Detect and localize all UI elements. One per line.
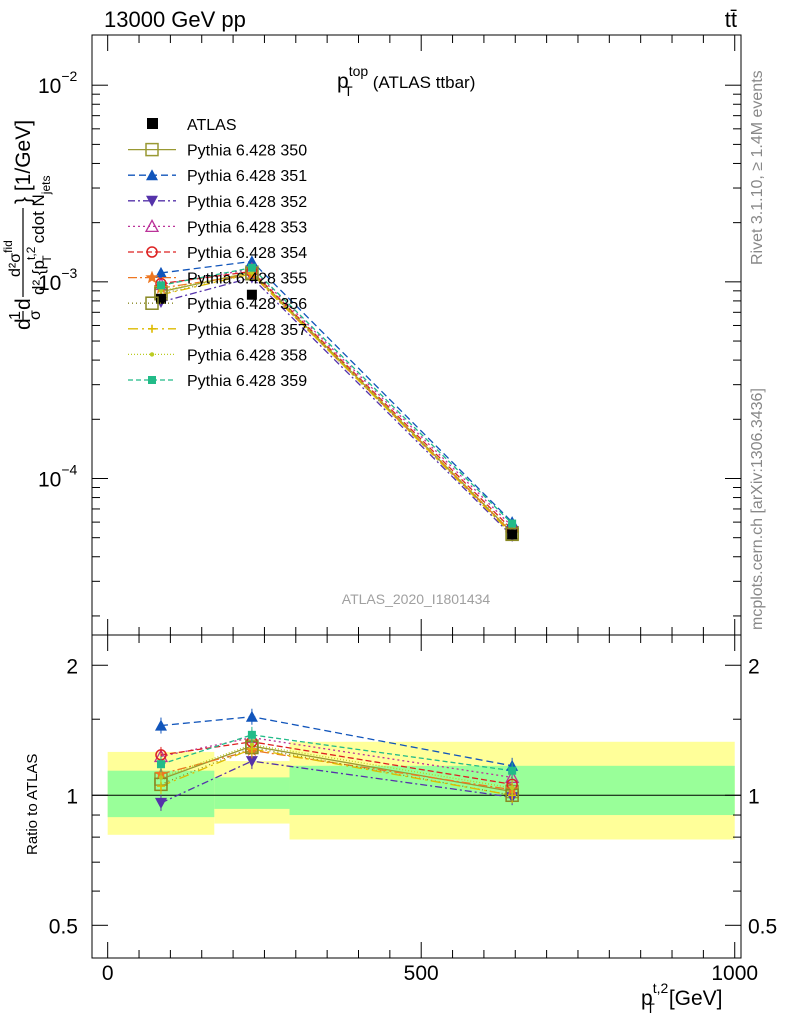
series-9-point-2: [508, 519, 517, 528]
ratio-ytick-label-left: 2: [66, 655, 78, 678]
xtick-label: 500: [404, 962, 439, 985]
ratio-line-7: [160, 748, 513, 796]
svg-text:σ: σ: [27, 310, 44, 320]
main-y-axis-label: d 1 σ d d²σfid d² {pt,2 Tcdot Njets } [1/…: [1, 120, 54, 330]
legend-marker-0: [145, 142, 159, 157]
series-line-8: [160, 271, 513, 532]
ratio-9-point-2: [508, 766, 517, 775]
ratio-ytick-label-right: 2: [748, 655, 760, 678]
legend-label-6: Pythia 6.428 356: [187, 296, 307, 313]
atlas-point-0: [155, 293, 166, 304]
series-1-point-0: [154, 266, 167, 278]
legend-marker-3: [144, 219, 160, 233]
ratio-8-point-1: [249, 742, 255, 747]
analysis-watermark: ATLAS_2020_I1801434: [342, 591, 491, 607]
legend-marker-9: [148, 376, 156, 384]
ratio-1-point-0: [154, 719, 167, 731]
ratio-series-markers: [153, 708, 520, 811]
ratio-8-point-2: [509, 785, 515, 791]
legend-label-7: Pythia 6.428 357: [187, 322, 307, 339]
legend-label-9: Pythia 6.428 359: [187, 373, 307, 390]
ratio-y-axis-label: Ratio to ATLAS: [24, 754, 41, 855]
ratio-2-point-0: [154, 797, 167, 809]
xtick-label: 1000: [711, 962, 758, 985]
atlas-data-points: [155, 289, 518, 540]
ratio-plot-frame: [91, 634, 742, 959]
band-inner-1: [214, 777, 290, 809]
legend-marker-1: [146, 169, 158, 181]
main-ytick-label: 10−2: [38, 68, 78, 98]
svg-text:} [1/GeV]: } [1/GeV]: [12, 120, 35, 204]
ratio-ytick-label-right: 1: [748, 785, 760, 808]
x-axis-label: pt,2 T [GeV]: [641, 980, 723, 1016]
ratio-ytick-label-left: 0.5: [49, 915, 78, 938]
ratio-9-point-0: [156, 760, 165, 769]
legend-label-3: Pythia 6.428 353: [187, 219, 307, 236]
ratio-ytick-label-left: 1: [66, 785, 78, 808]
ratio-9-point-1: [247, 730, 256, 739]
series-8-point-0: [158, 288, 164, 294]
legend-label-2: Pythia 6.428 352: [187, 194, 307, 211]
legend-label-8: Pythia 6.428 358: [187, 347, 307, 364]
legend-label-5: Pythia 6.428 355: [187, 271, 307, 288]
atlas-point-1: [246, 289, 257, 300]
legend-label-0: Pythia 6.428 350: [187, 143, 307, 160]
legend-marker-8: [149, 352, 155, 357]
main-ytick-label: 10−4: [38, 461, 78, 491]
svg-text:1: 1: [7, 311, 24, 320]
legend-marker-6: [145, 296, 159, 310]
series-9-point-1: [247, 263, 256, 272]
legend-marker-5: [145, 270, 159, 284]
rivet-side-label: Rivet 3.1.10, ≥ 1.4M events: [749, 70, 766, 265]
ratio-x-axis: 0 500 1000: [102, 635, 758, 985]
svg-text:d: d: [12, 298, 35, 310]
series-line-5: [160, 273, 513, 534]
legend-label-1: Pythia 6.428 351: [187, 168, 307, 185]
atlas-uncertainty-bands: [107, 741, 735, 840]
series-9-point-0: [156, 281, 165, 290]
legend: ATLAS Pythia 6.428 350 Pythia 6.428 351 Pyt…: [128, 117, 307, 390]
ratio-8-point-0: [158, 775, 164, 780]
ratio-2-point-1: [245, 756, 258, 768]
mcplots-side-label: mcplots.cern.ch [arXiv:1306.3436]: [749, 388, 766, 630]
atlas-point-2: [507, 529, 518, 540]
ratio-line-6: [160, 746, 513, 796]
legend-marker-7: [148, 324, 156, 333]
ratio-1-point-1: [245, 710, 258, 722]
header-right-label: tt̄: [725, 7, 737, 32]
chart-title: ptop T (ATLAS ttbar): [337, 63, 475, 99]
main-x-axis: [107, 35, 736, 635]
ratio-y-axis: 2 2 1 1 0.5 0.5: [49, 655, 777, 938]
legend-marker-2: [146, 195, 158, 207]
main-ytick-label: 10−3: [38, 265, 78, 295]
ratio-ytick-label-right: 0.5: [748, 915, 777, 938]
legend-atlas-label: ATLAS: [187, 117, 237, 134]
legend-marker-4: [146, 246, 158, 258]
main-y-axis: 10−2 10−3 10−4: [38, 68, 741, 617]
legend-atlas-marker: [147, 118, 158, 129]
series-1-point-1: [245, 255, 258, 267]
svg-text:d: d: [12, 318, 35, 330]
xtick-label: 0: [102, 962, 114, 985]
svg-text:d²σfid: d²σfid: [1, 240, 24, 277]
series-6-point-2: [505, 527, 519, 542]
legend-label-4: Pythia 6.428 354: [187, 245, 307, 262]
header-left-label: 13000 GeV pp: [104, 7, 246, 32]
series-line-2: [160, 276, 513, 537]
